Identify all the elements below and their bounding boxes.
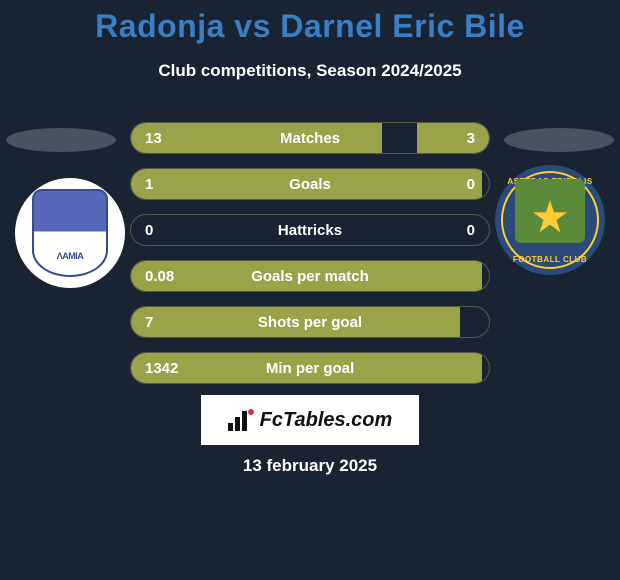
comparison-date: 13 february 2025 bbox=[0, 456, 620, 476]
vs-text: vs bbox=[234, 8, 271, 44]
stat-right-value: 0 bbox=[467, 222, 475, 239]
fctables-label: FcTables.com bbox=[260, 409, 393, 432]
stat-label: Goals bbox=[131, 176, 489, 193]
team-crest-left: ΛΑΜΙΑ bbox=[15, 178, 125, 288]
crest-right-bottom-text: FOOTBALL CLUB bbox=[495, 255, 605, 264]
stat-label: Goals per match bbox=[131, 268, 489, 285]
stat-label: Hattricks bbox=[131, 222, 489, 239]
team-crest-right: ASTERAS TRIPOLIS ★ FOOTBALL CLUB bbox=[495, 165, 605, 275]
stat-row: 13 Matches 3 bbox=[130, 122, 490, 154]
shadow-ellipse-left bbox=[6, 128, 116, 152]
stat-label: Min per goal bbox=[131, 360, 489, 377]
stat-row: 0 Hattricks 0 bbox=[130, 214, 490, 246]
stat-row: 1 Goals 0 bbox=[130, 168, 490, 200]
shadow-ellipse-right bbox=[504, 128, 614, 152]
player-left-name: Radonja bbox=[95, 8, 225, 44]
crest-left-text: ΛΑΜΙΑ bbox=[34, 251, 106, 261]
comparison-title: Radonja vs Darnel Eric Bile bbox=[0, 0, 620, 45]
lamia-shield-icon: ΛΑΜΙΑ bbox=[32, 189, 108, 277]
player-right-name: Darnel Eric Bile bbox=[280, 8, 525, 44]
fctables-logo: FcTables.com bbox=[201, 395, 419, 445]
star-icon: ★ bbox=[530, 192, 569, 243]
stat-right-value: 0 bbox=[467, 176, 475, 193]
season-subtitle: Club competitions, Season 2024/2025 bbox=[0, 61, 620, 81]
stat-row: 1342 Min per goal bbox=[130, 352, 490, 384]
fctables-bars-icon bbox=[228, 409, 254, 431]
stat-label: Matches bbox=[131, 130, 489, 147]
stat-right-value: 3 bbox=[467, 130, 475, 147]
stat-row: 7 Shots per goal bbox=[130, 306, 490, 338]
stat-label: Shots per goal bbox=[131, 314, 489, 331]
stat-row: 0.08 Goals per match bbox=[130, 260, 490, 292]
stats-table: 13 Matches 3 1 Goals 0 0 Hattricks 0 0.0… bbox=[130, 122, 490, 398]
